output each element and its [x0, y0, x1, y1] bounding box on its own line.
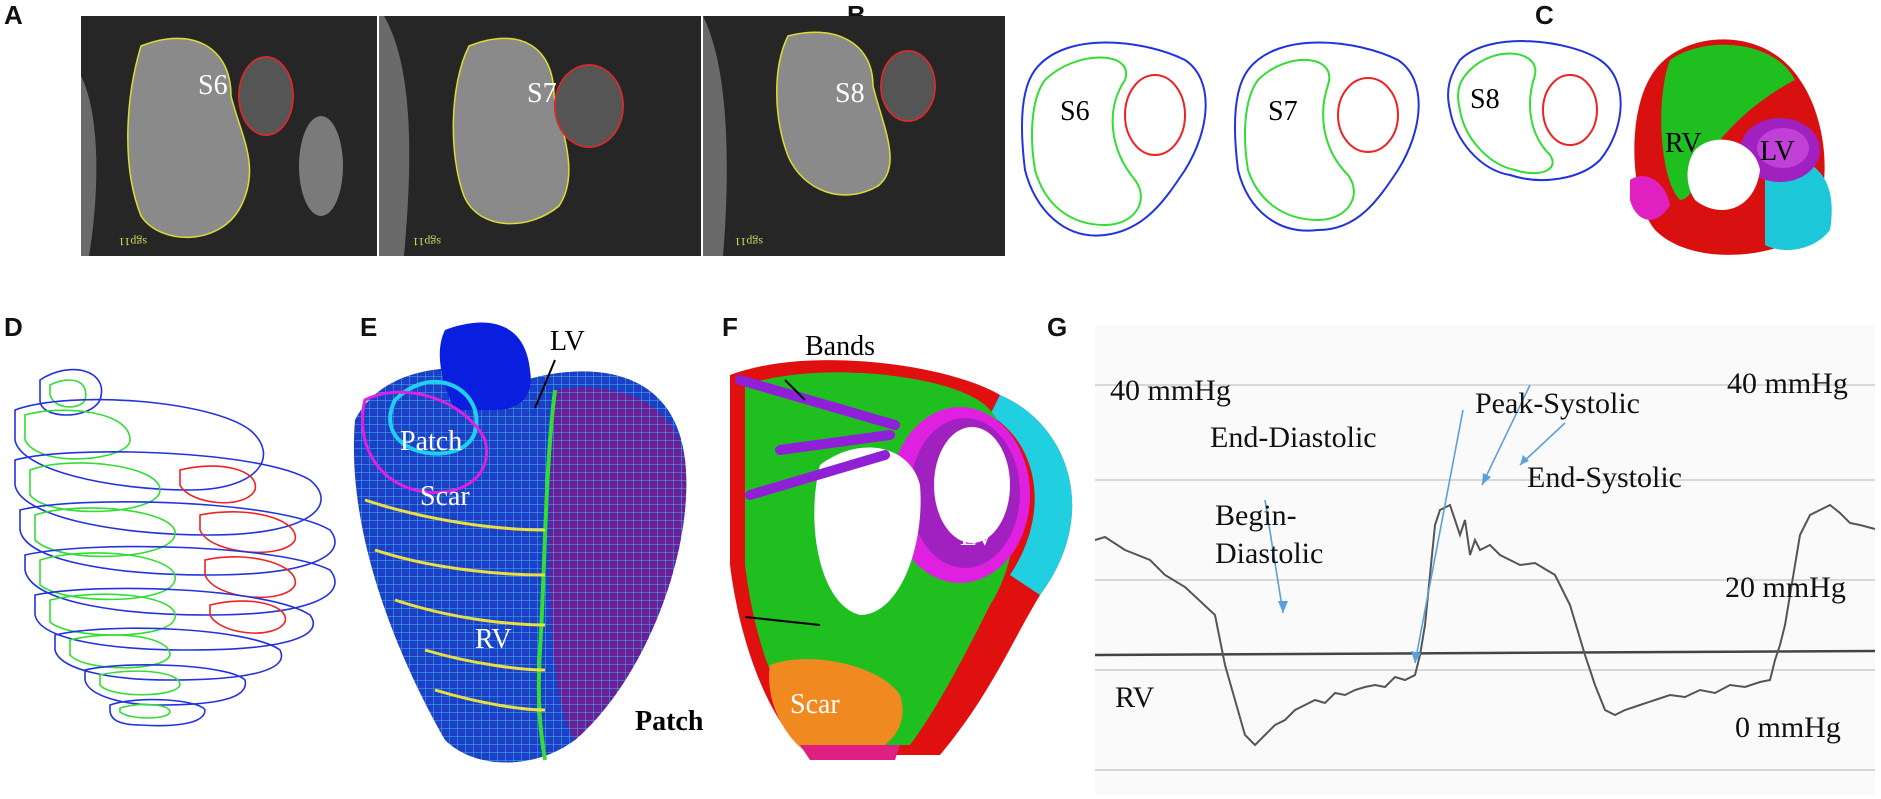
- arrow-begin-diastolic: [1264, 499, 1284, 614]
- panel-label-d: D: [4, 312, 23, 342]
- contour-label-s6: S6: [1060, 96, 1090, 127]
- panel-label-e: E: [360, 312, 378, 342]
- mri-slice-s7: S7 sgp11: [379, 16, 701, 256]
- heart-c-rv-label: RV: [1665, 128, 1702, 159]
- mri-slice-s8: S8 sgp11: [703, 16, 1005, 256]
- section-f-bands-label: Bands: [805, 331, 875, 362]
- heart-c-lv-label: LV: [1760, 136, 1795, 167]
- contour-label-s7: S7: [1268, 96, 1298, 127]
- mri-watermark-3: sgp11: [735, 235, 763, 249]
- g-y-top-left: 40 mmHg: [1110, 374, 1231, 407]
- heart-mesh-panel-e: LV Patch Scar RV: [353, 322, 687, 763]
- mesh-e-scar-label: Scar: [420, 481, 470, 512]
- section-f-rv-label: RV: [702, 336, 739, 367]
- mri-watermark-2: sgp11: [413, 235, 441, 249]
- g-begin-diastolic-1: Begin-: [1215, 499, 1297, 532]
- g-end-diastolic: End-Diastolic: [1210, 421, 1377, 454]
- pressure-trace-panel-g: 40 mmHg 40 mmHg 20 mmHg 0 mmHg RV End-Di…: [1094, 325, 1876, 795]
- lv-pointer-e: [534, 359, 556, 409]
- g-y-top-right: 40 mmHg: [1727, 367, 1848, 400]
- heart-3d-panel-c: RV LV: [1630, 39, 1832, 255]
- stacked-contours-panel-d: [14, 368, 336, 727]
- arrow-peak-systolic: [1481, 384, 1531, 486]
- g-y-zero: 0 mmHg: [1735, 711, 1841, 744]
- mri-slice-s6: S6 sgp11: [81, 16, 377, 256]
- panel-label-a: A: [4, 0, 23, 30]
- patch-pointer-f: [744, 616, 821, 626]
- contour-s8: S8: [1447, 40, 1622, 181]
- panel-label-f: F: [722, 312, 738, 342]
- section-f-lv-label: LV: [960, 521, 995, 552]
- contour-label-s8: S8: [1470, 84, 1500, 115]
- arrow-end-systolic: [1519, 422, 1566, 466]
- mesh-e-rv-label: RV: [475, 624, 512, 655]
- contour-panel-b: S6 S7 S8: [1021, 40, 1622, 237]
- contour-s7: S7: [1234, 41, 1420, 232]
- mri-label-s6: S6: [198, 70, 228, 101]
- contour-s6: S6: [1021, 41, 1207, 237]
- bands-pointer-f: [784, 379, 806, 401]
- mesh-e-patch-label: Patch: [400, 426, 462, 457]
- heart-section-panel-f: RV Bands LV Scar Patch: [635, 331, 1073, 760]
- mesh-e-lv-label: LV: [550, 326, 585, 357]
- g-y-mid: 20 mmHg: [1725, 571, 1846, 604]
- section-f-scar-label: Scar: [790, 689, 840, 720]
- mri-slice-s7-drawing: S7 sgp11: [379, 16, 701, 256]
- mri-watermark: sgp11: [119, 235, 147, 249]
- panel-label-g: G: [1047, 312, 1068, 342]
- mri-slice-s6-drawing: S6 sgp11: [81, 16, 377, 256]
- g-begin-diastolic-2: Diastolic: [1215, 537, 1323, 570]
- mri-label-s7: S7: [527, 78, 557, 109]
- g-peak-systolic: Peak-Systolic: [1475, 387, 1640, 420]
- g-end-systolic: End-Systolic: [1527, 461, 1682, 494]
- section-f-patch-label: Patch: [635, 706, 704, 737]
- mri-slice-s8-drawing: S8 sgp11: [703, 16, 1005, 256]
- arrow-end-diastolic: [1414, 409, 1464, 664]
- mri-label-s8: S8: [835, 78, 865, 109]
- panel-label-c: C: [1535, 0, 1554, 30]
- g-series-rv: RV: [1115, 681, 1155, 714]
